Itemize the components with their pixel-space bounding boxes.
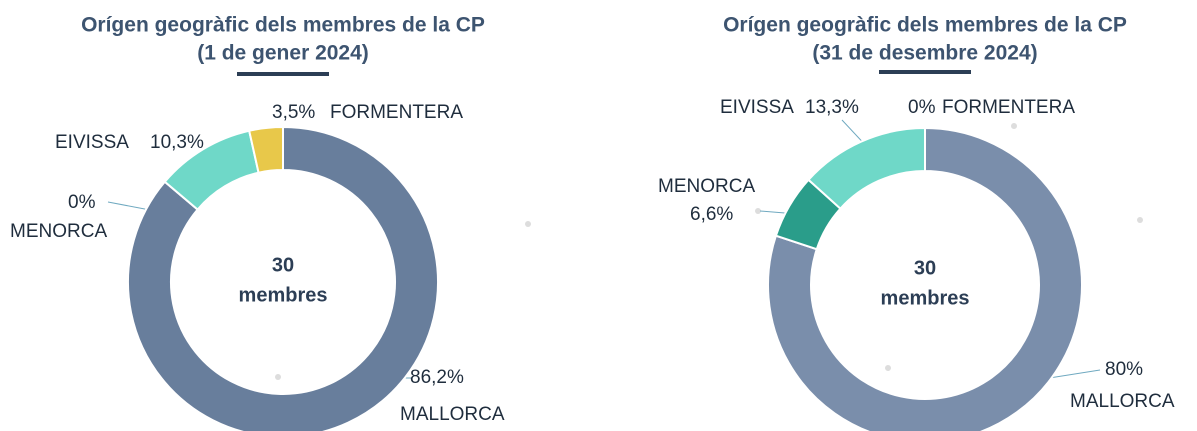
slice-value: 86,2%	[410, 367, 464, 388]
chart-subtitle: (31 de desembre 2024)	[812, 42, 1037, 65]
slice-category: MENORCA	[10, 221, 107, 242]
dot	[1011, 123, 1017, 129]
dot	[1137, 217, 1143, 223]
dot	[525, 221, 531, 227]
donut-slice	[247, 125, 284, 174]
title-underline	[237, 72, 329, 76]
chart-title: Orígen geogràfic dels membres de la CP	[81, 14, 485, 37]
slice-value: 3,5%	[272, 102, 315, 123]
slice-value: 10,3%	[150, 132, 204, 153]
slice-category: MALLORCA	[1070, 391, 1175, 412]
center-label: membres	[239, 284, 328, 306]
chart-subtitle: (1 de gener 2024)	[197, 42, 369, 65]
slice-value: 80%	[1105, 359, 1143, 380]
slice-value: 0%	[908, 97, 936, 118]
title-underline	[879, 70, 971, 74]
center-label: membres	[881, 287, 970, 309]
slice-value: 6,6%	[690, 204, 733, 225]
slice-category: EIVISSA	[55, 132, 129, 153]
center-value: 30	[272, 254, 294, 276]
donut-slice	[127, 125, 439, 431]
donut-slice	[767, 126, 1083, 431]
dot	[755, 208, 761, 214]
slice-category: FORMENTERA	[942, 97, 1075, 118]
dot	[885, 365, 891, 371]
dot	[275, 374, 281, 380]
slice-category: EIVISSA	[720, 97, 794, 118]
leader-line	[107, 201, 151, 211]
slice-category: FORMENTERA	[330, 102, 463, 123]
center-value: 30	[914, 257, 936, 279]
slice-value: 0%	[68, 192, 96, 213]
slice-category: MENORCA	[658, 176, 755, 197]
leader-line	[759, 210, 786, 214]
slice-value: 13,3%	[805, 97, 859, 118]
slice-category: MALLORCA	[400, 404, 505, 425]
chart-title: Orígen geogràfic dels membres de la CP	[723, 14, 1127, 37]
